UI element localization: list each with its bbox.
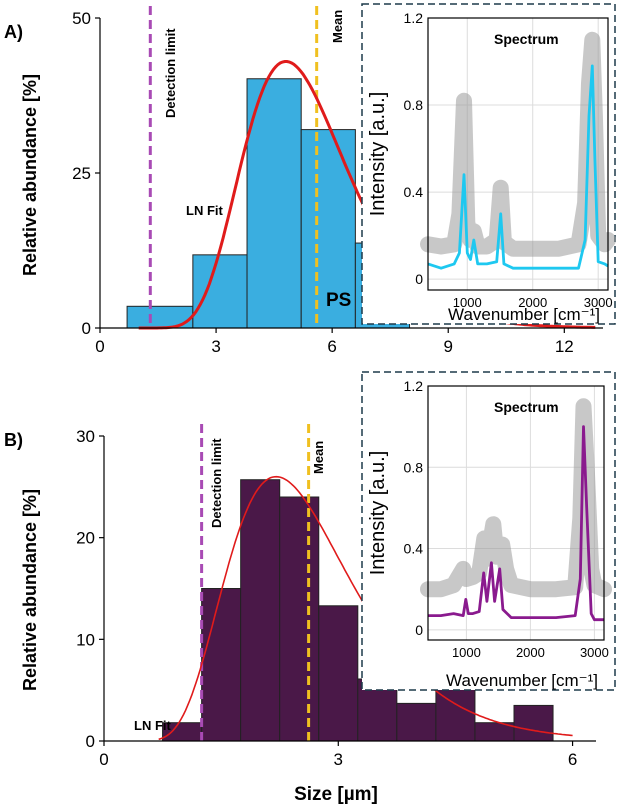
bar xyxy=(240,479,281,742)
bar xyxy=(279,496,320,742)
panel-a-ylabel: Relative abundance [%] xyxy=(20,74,40,276)
inset-x-tick-label: 3000 xyxy=(580,645,609,660)
bar xyxy=(192,254,248,329)
inset-y-tick-label: 0.4 xyxy=(404,184,424,200)
x-tick-label: 3 xyxy=(211,337,220,356)
inset-x-tick-label: 3000 xyxy=(584,295,613,310)
bar xyxy=(246,78,302,329)
panel-a-annotation: PS xyxy=(326,290,351,311)
inset-y-tick-label: 0.4 xyxy=(404,541,424,557)
panel-a-label: A) xyxy=(4,22,23,42)
reference-spectrum xyxy=(420,31,616,257)
bar xyxy=(318,605,359,742)
panel-b-mean-label: Mean xyxy=(311,441,326,474)
panel-a-detection-label: Detection limit xyxy=(163,28,178,118)
inset-y-tick-label: 0 xyxy=(415,622,423,638)
panel-b-label: B) xyxy=(4,430,23,450)
inset-x-tick-label: 1000 xyxy=(452,645,481,660)
x-tick-label: 12 xyxy=(555,337,574,356)
inset-frame xyxy=(361,3,616,325)
x-tick-label: 3 xyxy=(334,750,343,769)
x-tick-label: 9 xyxy=(443,337,452,356)
inset-plot-border xyxy=(427,17,609,291)
panel-b-plot-area: 0 3 6 0 10 20 30 xyxy=(76,424,596,769)
panel-a-fit-label: LN Fit xyxy=(186,203,223,218)
inset-y-tick-label: 0.8 xyxy=(404,97,424,113)
inset-y-tick-label: 1.2 xyxy=(404,378,424,394)
y-tick-label: 30 xyxy=(76,427,95,446)
panel-b-inset: 1000 2000 3000 0 0.4 0.8 1.2 Spectrum Wavenumber… xyxy=(361,371,616,691)
bar xyxy=(513,704,554,742)
panel-a: A) Relative abundance [%] 0 3 6 9 12 0 25 50 LN… xyxy=(4,3,616,356)
panel-a-inset: 1000 2000 3000 0 0.4 0.8 1.2 Spectrum Wavenumber… xyxy=(361,3,616,325)
y-tick-label: 20 xyxy=(76,529,95,548)
inset-y-tick-label: 0 xyxy=(415,271,423,287)
x-tick-label: 6 xyxy=(327,337,336,356)
y-tick-label: 25 xyxy=(72,164,91,183)
y-tick-label: 0 xyxy=(82,319,91,338)
y-tick-label: 10 xyxy=(76,630,95,649)
inset-y-tick-label: 0.8 xyxy=(404,459,424,475)
y-tick-label: 50 xyxy=(72,9,91,28)
panel-b: B) Relative abundance [%] Size [µm] 0 3 60… xyxy=(4,371,616,805)
bar xyxy=(201,588,242,742)
inset-ylabel: Intensity [a.u.] xyxy=(367,92,389,217)
x-tick-label: 0 xyxy=(95,337,104,356)
sample-spectrum xyxy=(428,425,604,622)
inset-title: Spectrum xyxy=(494,399,559,415)
panel-b-xlabel: Size [µm] xyxy=(294,784,378,805)
inset-x-tick-label: 2000 xyxy=(516,645,545,660)
x-tick-label: 6 xyxy=(568,750,577,769)
bar xyxy=(300,129,356,329)
panel-b-ylabel: Relative abundance [%] xyxy=(20,489,40,691)
panel-b-detection-label: Detection limit xyxy=(209,438,224,528)
inset-plot-border xyxy=(427,385,605,641)
inset-y-tick-label: 1.2 xyxy=(404,10,424,26)
panel-a-mean-label: Mean xyxy=(330,10,345,43)
x-tick-label: 0 xyxy=(99,750,108,769)
y-tick-label: 0 xyxy=(86,732,95,751)
sample-spectrum xyxy=(427,64,609,270)
inset-ylabel: Intensity [a.u.] xyxy=(367,451,389,576)
panel-b-fit-label: LN Fit xyxy=(134,718,171,733)
inset-x-tick-label: 1000 xyxy=(453,295,482,310)
inset-xlabel: Wavenumber [cm⁻¹] xyxy=(448,305,600,324)
bar xyxy=(396,702,437,742)
inset-x-tick-label: 2000 xyxy=(518,295,547,310)
inset-title: Spectrum xyxy=(494,31,559,47)
inset-xlabel: Wavenumber [cm⁻¹] xyxy=(446,671,598,690)
